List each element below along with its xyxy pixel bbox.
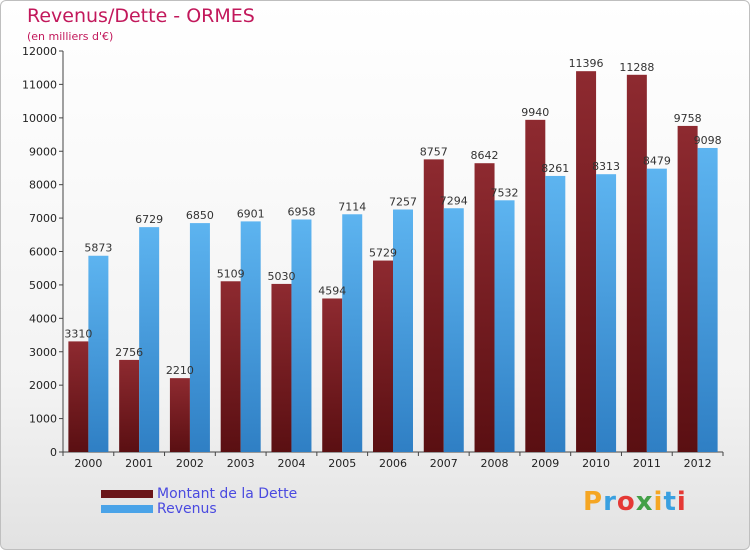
y-tick-label: 5000 (29, 279, 57, 292)
logo-letter: o (616, 487, 636, 517)
bar-debt (576, 71, 597, 453)
data-label-revenue: 6729 (135, 213, 163, 226)
x-tick-label: 2006 (379, 457, 407, 470)
data-label-revenue: 6901 (237, 207, 265, 220)
logo-letter: t (663, 487, 677, 517)
bar-debt (220, 281, 241, 452)
y-tick-label: 9000 (29, 145, 57, 158)
data-label-revenue: 7257 (389, 195, 417, 208)
data-label-debt: 5109 (217, 267, 245, 280)
bar-debt (271, 283, 292, 452)
bar-revenue (545, 175, 566, 452)
y-tick-label: 7000 (29, 212, 57, 225)
data-label-debt: 5030 (267, 270, 295, 283)
data-label-debt: 8757 (420, 145, 448, 158)
data-label-debt: 8642 (471, 149, 499, 162)
x-tick-label: 2003 (227, 457, 255, 470)
data-label-revenue: 8261 (541, 162, 569, 175)
data-label-debt: 2210 (166, 364, 194, 377)
y-tick-label: 10000 (22, 112, 57, 125)
bar-revenue (88, 255, 109, 452)
bar-revenue (596, 174, 617, 452)
bar-revenue (443, 208, 464, 452)
x-tick-label: 2008 (481, 457, 509, 470)
bar-revenue (697, 147, 718, 453)
data-label-revenue: 9098 (694, 134, 722, 147)
data-label-revenue: 7114 (338, 200, 366, 213)
legend-swatch-revenue (101, 505, 153, 513)
data-label-revenue: 6958 (287, 205, 315, 218)
logo-letter: i (653, 487, 664, 517)
x-tick-label: 2004 (277, 457, 305, 470)
chart-title: Revenus/Dette - ORMES (27, 5, 255, 27)
bar-debt (474, 163, 495, 452)
x-tick-label: 2001 (125, 457, 153, 470)
proxiti-logo: Proxiti (583, 487, 687, 517)
chart-subtitle: (en milliers d'€) (27, 30, 114, 43)
bar-revenue (393, 209, 413, 452)
data-label-revenue: 7294 (440, 194, 468, 207)
logo-letter: r (603, 487, 617, 517)
bar-revenue (291, 219, 312, 452)
y-tick-label: 12000 (22, 45, 57, 58)
y-tick-label: 11000 (22, 78, 57, 91)
x-tick-label: 2005 (328, 457, 356, 470)
logo-letter: P (583, 487, 604, 517)
data-label-debt: 5729 (369, 247, 397, 260)
data-label-revenue: 6850 (186, 209, 214, 222)
y-tick-label: 2000 (29, 379, 57, 392)
legend-label-revenue: Revenus (157, 501, 217, 517)
bar-revenue (494, 200, 515, 452)
x-tick-label: 2009 (531, 457, 559, 470)
x-tick-label: 2011 (633, 457, 661, 470)
bar-debt (626, 74, 647, 452)
data-label-debt: 4594 (318, 284, 346, 297)
x-tick-label: 2012 (684, 457, 712, 470)
logo-letter: x (635, 487, 654, 517)
bar-revenue (240, 221, 261, 452)
data-label-debt: 9940 (521, 106, 549, 119)
bar-debt (322, 298, 343, 452)
data-label-debt: 11288 (619, 61, 654, 74)
bar-revenue (189, 223, 210, 452)
logo-letter: i (676, 487, 687, 517)
data-label-debt: 11396 (569, 57, 604, 70)
bar-revenue (139, 227, 160, 452)
bar-revenue (646, 168, 667, 452)
y-tick-label: 4000 (29, 312, 57, 325)
bar-debt (525, 119, 546, 453)
bar-debt (68, 341, 89, 452)
legend-swatch-debt (101, 490, 153, 498)
data-label-debt: 9758 (674, 112, 702, 125)
y-tick-label: 0 (50, 446, 57, 459)
x-tick-label: 2000 (74, 457, 102, 470)
x-tick-label: 2007 (430, 457, 458, 470)
bar-debt (373, 260, 393, 452)
data-label-debt: 2756 (115, 346, 143, 359)
x-tick-label: 2002 (176, 457, 204, 470)
data-label-debt: 3310 (64, 327, 92, 340)
data-label-revenue: 7532 (491, 186, 519, 199)
data-label-revenue: 8313 (592, 160, 620, 173)
data-label-revenue: 5873 (84, 242, 112, 255)
y-tick-label: 3000 (29, 346, 57, 359)
data-label-revenue: 8479 (643, 155, 671, 168)
legend-label-debt: Montant de la Dette (157, 486, 298, 502)
bar-revenue (342, 214, 363, 452)
y-tick-label: 8000 (29, 179, 57, 192)
bar-debt (119, 359, 140, 452)
bar-debt (677, 125, 698, 452)
x-tick-label: 2010 (582, 457, 610, 470)
y-tick-label: 1000 (29, 413, 57, 426)
bar-debt (423, 159, 444, 453)
y-tick-label: 6000 (29, 246, 57, 259)
bar-debt (169, 378, 190, 452)
